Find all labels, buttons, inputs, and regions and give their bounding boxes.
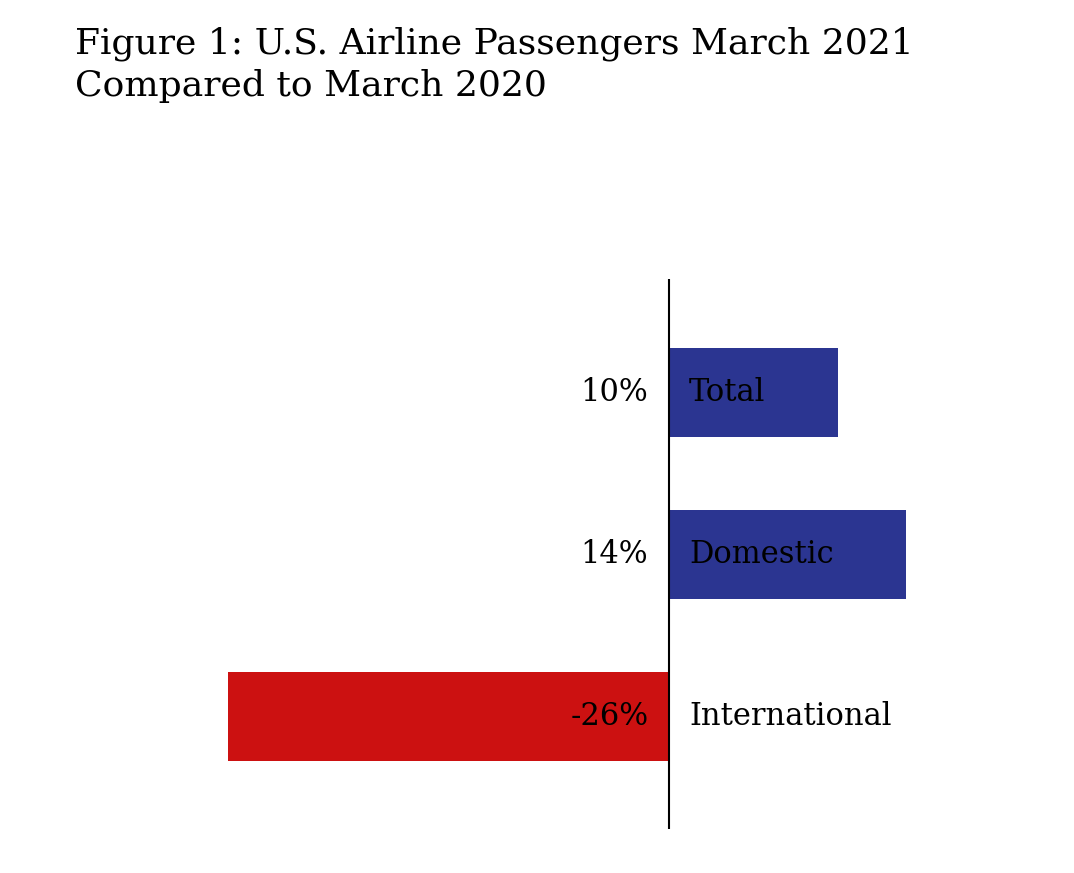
Text: Domestic: Domestic	[690, 539, 833, 570]
Text: -26%: -26%	[570, 701, 649, 732]
Bar	[669, 510, 906, 599]
Text: Figure 1: U.S. Airline Passengers March 2021
Compared to March 2020: Figure 1: U.S. Airline Passengers March …	[75, 26, 914, 103]
Bar	[669, 348, 839, 437]
Text: International: International	[690, 701, 891, 732]
Text: Total: Total	[690, 377, 766, 408]
Bar	[228, 671, 669, 760]
Text: 14%: 14%	[581, 539, 649, 570]
Text: 10%: 10%	[581, 377, 649, 408]
